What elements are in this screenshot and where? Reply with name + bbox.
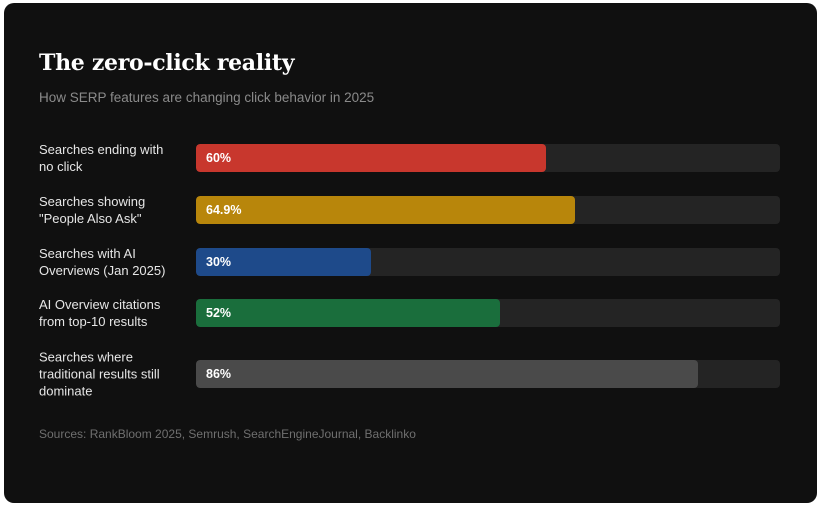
bar-value-label: 86% bbox=[206, 367, 232, 381]
bar-fill bbox=[196, 248, 372, 276]
bar-category-label: Searches where traditional results still d… bbox=[39, 349, 160, 399]
chart-source: Sources: RankBloom 2025, Semrush, Search… bbox=[39, 427, 416, 441]
chart-subtitle: How SERP features are changing click beh… bbox=[39, 90, 375, 105]
bar-category-label: AI Overview citations from top-10 results bbox=[39, 297, 161, 329]
bar-fill bbox=[196, 196, 576, 224]
chart-title: The zero-click reality bbox=[39, 50, 295, 76]
bar-category-label: Searches with AI Overviews (Jan 2025) bbox=[39, 246, 166, 278]
bar-value-label: 60% bbox=[206, 151, 232, 165]
bar-fill bbox=[196, 299, 500, 327]
bar-track: 52% bbox=[196, 299, 780, 327]
bar-track: 64.9% bbox=[196, 196, 780, 224]
bar-value-label: 30% bbox=[206, 255, 232, 269]
chart-card: The zero-click reality How SERP features… bbox=[4, 3, 817, 503]
bar-track: 30% bbox=[196, 248, 780, 276]
bar-category-label: Searches ending with no click bbox=[39, 142, 164, 174]
bar-track: 60% bbox=[196, 144, 780, 172]
bar-track: 86% bbox=[196, 360, 780, 388]
bar-fill bbox=[196, 144, 547, 172]
bar-value-label: 52% bbox=[206, 306, 232, 320]
bar-value-label: 64.9% bbox=[206, 203, 242, 217]
bar-category-label: Searches showing "People Also Ask" bbox=[39, 194, 146, 226]
bar-fill bbox=[196, 360, 699, 388]
